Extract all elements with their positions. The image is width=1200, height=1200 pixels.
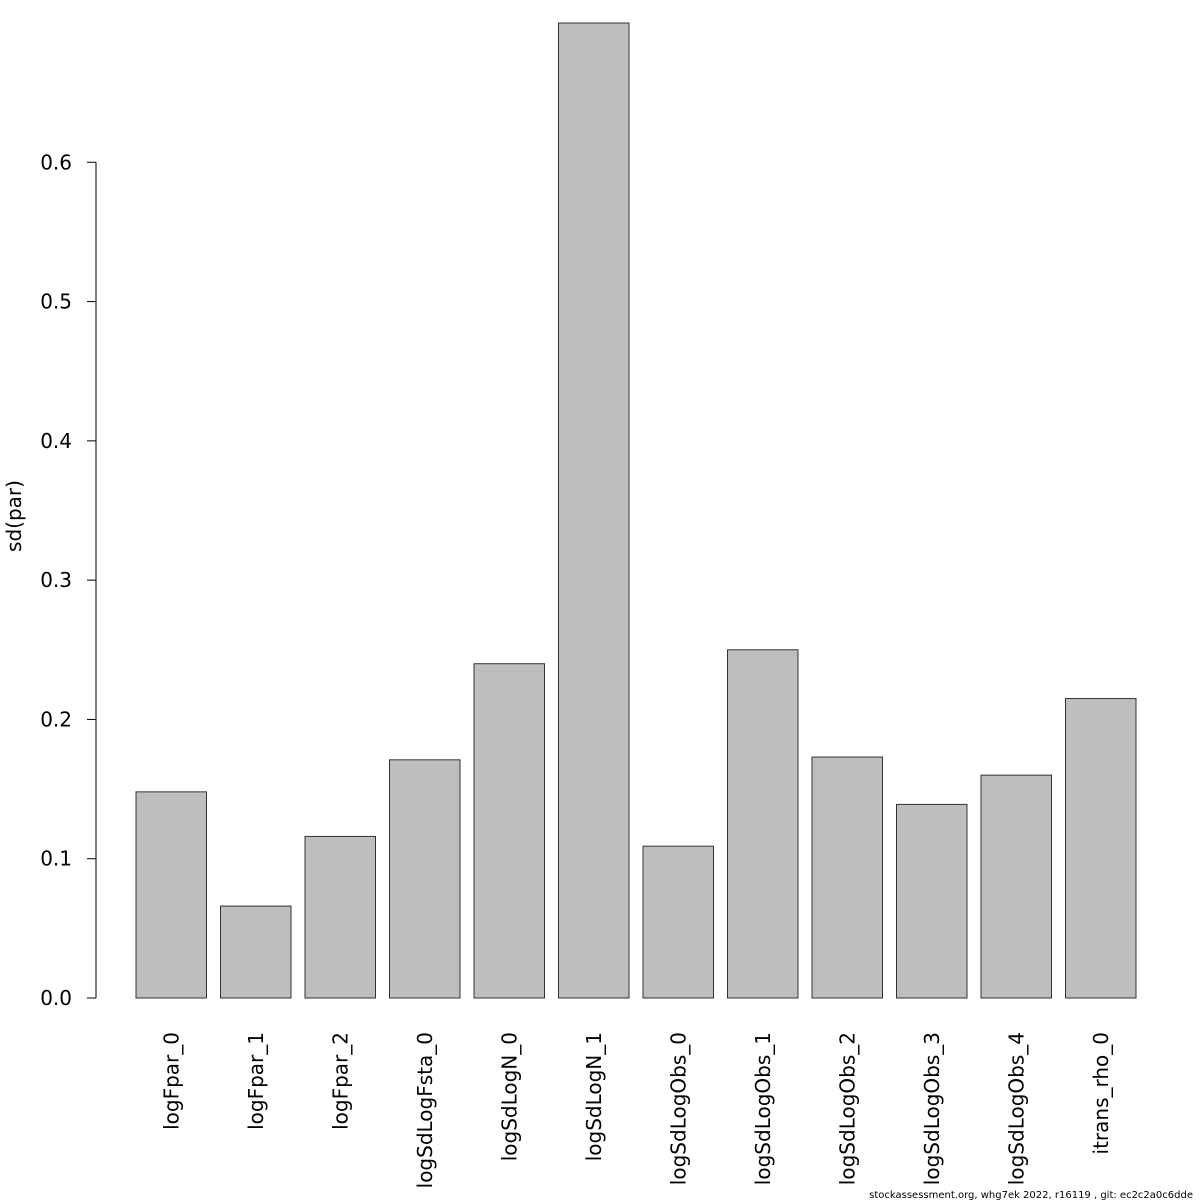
x-tick-label: logSdLogObs_0 (666, 1032, 690, 1185)
y-tick-label: 0.1 (40, 847, 72, 871)
bar (811, 756, 883, 999)
x-tick-label: logFpar_2 (328, 1032, 352, 1130)
bar (473, 663, 545, 999)
bar (727, 649, 799, 999)
bar (642, 845, 714, 999)
bar (389, 759, 461, 999)
bar (220, 905, 292, 999)
x-tick-label: logFpar_0 (159, 1032, 183, 1130)
x-tick-label: logSdLogFsta_0 (413, 1032, 437, 1188)
bar (896, 803, 968, 999)
x-tick-label: logSdLogObs_1 (751, 1032, 775, 1185)
x-tick-label: logSdLogObs_3 (920, 1032, 944, 1185)
y-axis-label: sd(par) (2, 480, 26, 552)
bar (980, 774, 1052, 999)
x-tick-label: logSdLogObs_2 (835, 1032, 859, 1185)
bar (1065, 698, 1137, 999)
x-tick-label: logSdLogN_1 (582, 1032, 606, 1161)
bar (135, 791, 207, 999)
x-tick-label: logSdLogObs_4 (1004, 1032, 1028, 1185)
y-tick-label: 0.2 (40, 707, 72, 731)
x-tick-label: logSdLogN_0 (497, 1032, 521, 1161)
y-tick-label: 0.3 (40, 568, 72, 592)
bar (558, 22, 630, 999)
x-tick-label: logFpar_1 (244, 1032, 268, 1130)
y-tick-label: 0.4 (40, 429, 72, 453)
y-tick-label: 0.6 (40, 150, 72, 174)
footer: stockassessment.org, whg7ek 2022, r16119… (869, 1190, 1193, 1200)
bar (304, 835, 376, 999)
y-tick-label: 0.5 (40, 290, 72, 314)
y-tick-label: 0.0 (40, 986, 72, 1010)
x-tick-label: itrans_rho_0 (1089, 1032, 1113, 1154)
